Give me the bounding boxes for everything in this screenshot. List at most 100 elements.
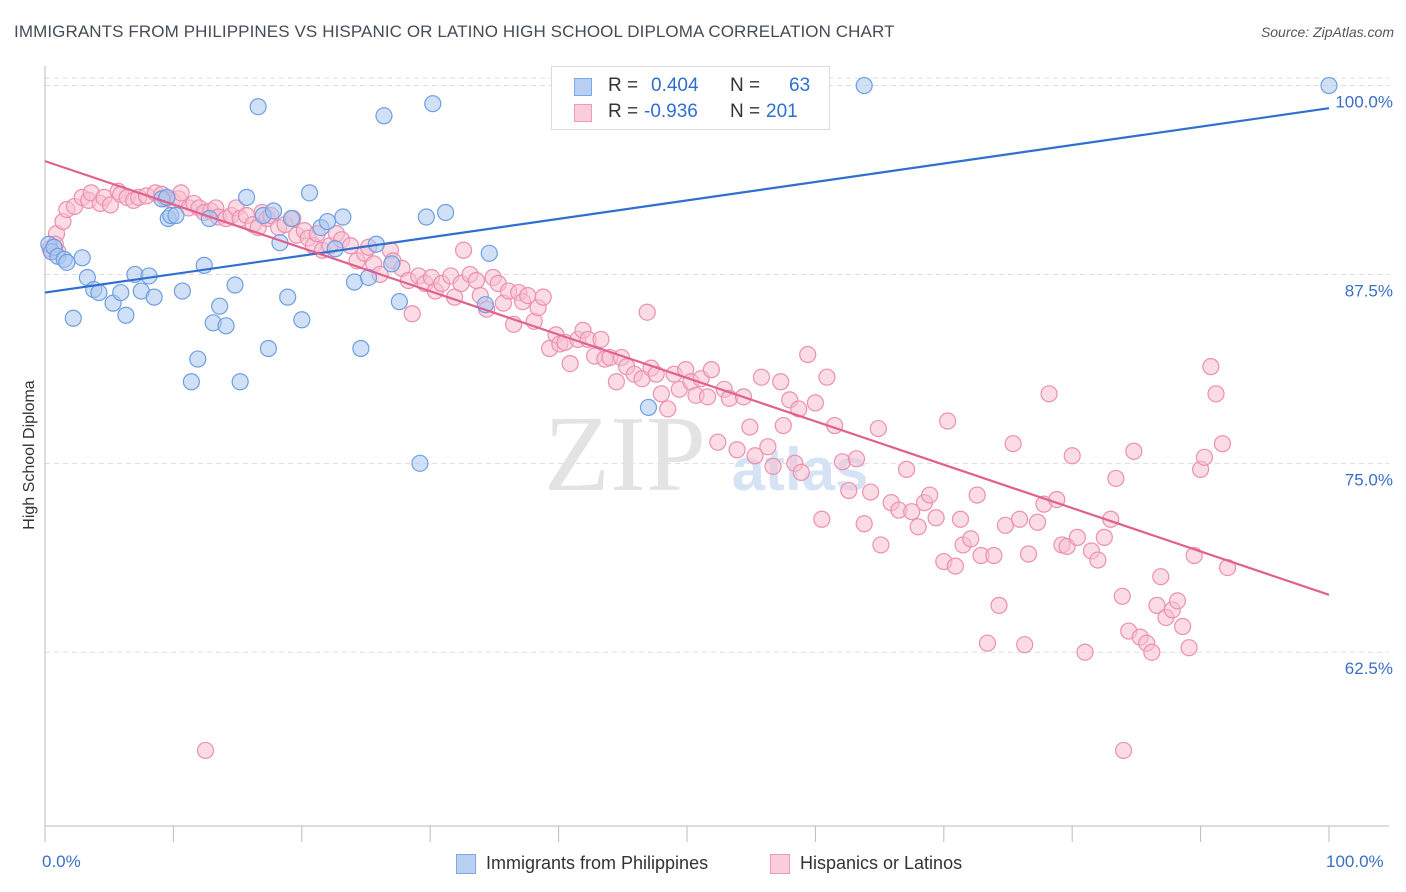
data-point <box>1028 513 1047 531</box>
data-point <box>167 206 185 225</box>
data-point <box>282 209 301 228</box>
data-point <box>1168 592 1187 610</box>
data-point <box>1004 435 1022 453</box>
data-point <box>90 283 108 302</box>
x-tick-label-min: 0.0% <box>42 852 81 871</box>
data-point <box>764 457 782 475</box>
data-point <box>454 241 473 259</box>
data-point <box>259 339 278 358</box>
data-point <box>806 394 825 412</box>
data-point <box>437 203 455 222</box>
legend-r-label: R = <box>608 101 639 122</box>
data-point <box>1010 510 1029 528</box>
data-point <box>840 481 858 500</box>
data-point <box>117 306 135 324</box>
data-point <box>799 345 817 364</box>
data-point <box>352 339 370 358</box>
data-point <box>467 271 486 290</box>
y-tick-label: 75.0% <box>1345 470 1393 489</box>
data-point <box>189 350 207 368</box>
correlation-legend: R = 0.404 N = 63 R = -0.936 N = 201 <box>551 66 830 130</box>
data-point <box>226 276 244 294</box>
trend-line-philippines <box>44 107 1330 294</box>
data-point <box>990 596 1008 614</box>
y-tick-label: 87.5% <box>1345 281 1393 300</box>
data-point <box>996 516 1015 534</box>
data-point <box>196 741 215 760</box>
data-point <box>1195 448 1214 466</box>
trend-lines <box>44 107 1330 596</box>
data-point <box>1063 447 1081 465</box>
data-point <box>897 460 916 478</box>
grid-lines <box>45 77 1389 653</box>
data-point <box>1016 636 1034 654</box>
series-philippines-points <box>40 76 1338 472</box>
legend-n-value: 63 <box>789 75 811 96</box>
data-point <box>772 373 790 391</box>
data-point <box>741 418 759 436</box>
data-point <box>1125 442 1143 460</box>
data-point <box>58 253 76 271</box>
chart-title: IMMIGRANTS FROM PHILIPPINES VS HISPANIC … <box>14 22 895 41</box>
data-point <box>334 208 352 226</box>
data-point <box>1019 545 1038 563</box>
data-point <box>318 212 337 231</box>
source-label: Source: ZipAtlas.com <box>1260 24 1394 40</box>
data-point <box>639 398 658 417</box>
data-point <box>927 509 945 527</box>
data-point <box>790 400 808 418</box>
data-point <box>1202 358 1220 376</box>
data-point <box>375 107 393 125</box>
y-tick-label: 62.5% <box>1345 659 1393 678</box>
data-point <box>424 95 442 113</box>
data-point <box>300 184 319 202</box>
data-point <box>752 368 771 386</box>
data-point <box>833 453 851 471</box>
data-point <box>1089 551 1107 569</box>
data-point <box>1152 568 1170 586</box>
legend-swatch-blue <box>574 78 592 96</box>
data-point <box>231 373 249 391</box>
data-point <box>659 400 677 418</box>
data-point <box>534 288 552 306</box>
legend-r-value: -0.936 <box>644 101 698 122</box>
watermark-zip: ZIP <box>544 395 706 514</box>
data-point <box>1320 76 1338 95</box>
data-point <box>145 288 163 306</box>
data-point <box>951 510 970 528</box>
data-point <box>709 433 727 451</box>
data-point <box>73 249 91 267</box>
data-point <box>341 237 360 255</box>
data-point <box>855 76 873 95</box>
data-point <box>792 463 810 481</box>
data-point <box>728 441 746 459</box>
y-tick-labels: 62.5% 75.0% 87.5% 100.0% <box>1335 93 1393 679</box>
data-point <box>652 385 670 403</box>
legend-swatch-pink <box>574 104 592 122</box>
data-point <box>774 416 792 435</box>
watermark: ZIP atlas <box>544 395 868 514</box>
data-point <box>1095 528 1113 546</box>
x-tick-label-max: 100.0% <box>1326 852 1384 871</box>
data-point <box>326 240 344 258</box>
data-point <box>1107 469 1125 488</box>
data-point <box>978 634 997 652</box>
data-point <box>746 447 764 465</box>
data-point <box>480 244 498 262</box>
data-point <box>638 303 656 321</box>
data-point <box>903 503 921 521</box>
data-point <box>403 305 421 323</box>
data-point <box>173 282 191 300</box>
bottom-legend-swatch-pink <box>770 854 790 874</box>
data-point <box>939 412 957 430</box>
data-point <box>702 361 720 379</box>
y-tick-label: 100.0% <box>1335 93 1393 112</box>
data-point <box>411 454 429 472</box>
data-point <box>182 373 200 391</box>
data-point <box>1143 643 1161 661</box>
data-point <box>872 536 890 554</box>
data-point <box>383 255 401 273</box>
data-point <box>862 483 880 501</box>
data-point <box>1148 596 1166 614</box>
